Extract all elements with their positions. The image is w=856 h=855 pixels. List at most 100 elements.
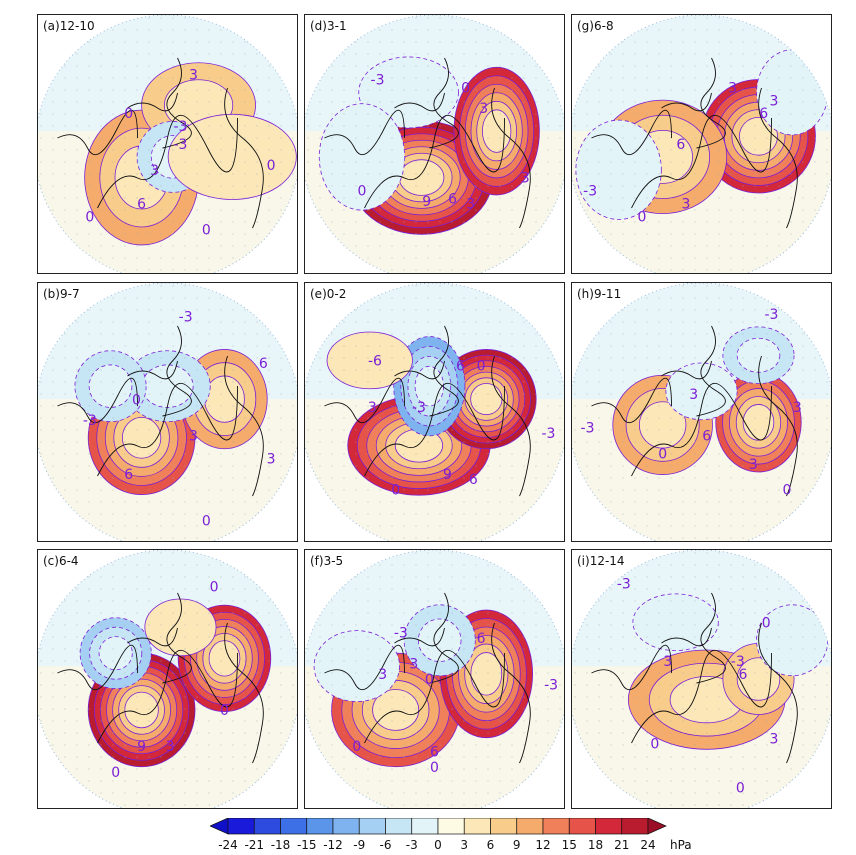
coastline (661, 360, 712, 380)
contour-label: 0 (477, 359, 486, 375)
contour-label: -3 (179, 310, 193, 326)
colorbar-over-arrow (647, 818, 667, 835)
map-panel-c: (c)6-4 0 0 9 3 0 (37, 549, 298, 809)
contour-label: 3 (189, 68, 198, 84)
coastline (696, 57, 726, 149)
coastline (394, 360, 445, 380)
contour-label: -3 (173, 119, 187, 135)
contour-label: 0 (111, 765, 120, 781)
contour-label: 0 (650, 737, 659, 753)
colorbar-tick-label: -18 (270, 838, 291, 852)
colorbar-tick-label: 24 (640, 838, 656, 852)
contour-label: 3 (150, 163, 159, 179)
coastline (591, 109, 672, 156)
contour-label: 3 (368, 400, 377, 416)
coastline (631, 383, 772, 477)
contour-label: -3 (583, 184, 597, 200)
colorbar-tick-label: -3 (405, 838, 418, 852)
contour-label: 0 (124, 106, 133, 122)
colorbar-tick-label: 9 (512, 838, 521, 852)
panel-label: (b)9-7 (43, 287, 80, 301)
coastline (661, 627, 712, 647)
coastline (394, 92, 445, 112)
coastline (57, 644, 138, 691)
coastline (758, 355, 798, 497)
colorbar-bin (253, 818, 281, 835)
contour-label: 3 (770, 93, 779, 109)
contour-label: 3 (267, 452, 276, 468)
contour-label: -3 (581, 421, 595, 437)
colorbar-tick-label: 0 (434, 838, 442, 852)
contour-label: 6 (448, 191, 457, 207)
colorbar-tick-label: -15 (296, 838, 317, 852)
contour-label: 0 (202, 514, 211, 530)
colorbar-bin (490, 818, 518, 835)
coastline (758, 622, 798, 764)
coastline (758, 87, 798, 229)
coastline (127, 627, 178, 647)
coastline (491, 87, 531, 229)
contour-label: 0 (358, 184, 367, 200)
coastline (631, 115, 772, 209)
coastline (97, 383, 238, 477)
colorbar-bin (280, 818, 308, 835)
contour-label: 0 (85, 209, 94, 225)
contour-label: 0 (783, 483, 792, 499)
coastline (696, 325, 726, 417)
panel-label: (c)6-4 (43, 554, 79, 568)
contour-label: 3 (189, 428, 198, 444)
map-panel-h: (h)9-11 -3 3 6 -3 0 3 0 3 (571, 282, 832, 542)
map-panel-e: (e)0-2 -6 6 0 3 -3 9 6 0 -3 (304, 282, 565, 542)
polar-stereographic-map: -3 6 0 -3 3 6 3 0 (38, 283, 297, 541)
panel-label: (h)9-11 (577, 287, 622, 301)
colorbar-tick-label: 18 (587, 838, 604, 852)
colorbar-bin (463, 818, 491, 835)
contour-label: 6 (430, 744, 439, 760)
coastline (364, 383, 505, 477)
contour-label: 0 (425, 672, 434, 688)
coastline (491, 355, 531, 497)
colorbar-bin (516, 818, 544, 835)
contour-label: 3 (378, 667, 387, 683)
coastline (127, 92, 178, 112)
colorbar-bin (411, 818, 439, 835)
coastline (394, 627, 445, 647)
contour-label: -3 (617, 577, 631, 593)
polar-stereographic-map: 0 -3 3 -3 0 3 0 6 0 (38, 15, 297, 273)
contour-label: 3 (749, 457, 758, 473)
contour-label: -3 (412, 400, 426, 416)
contour-label: 0 (132, 392, 141, 408)
coastline (429, 592, 459, 684)
colorbar-tick-label: 12 (535, 838, 551, 852)
colorbar-under-arrow (210, 818, 229, 835)
polar-stereographic-map: 0 0 9 3 0 (38, 550, 297, 808)
colorbar-tick-label: -24 (218, 838, 238, 852)
contour-label: 3 (770, 732, 779, 748)
coastline (364, 115, 505, 209)
coastline (429, 325, 459, 417)
panel-label: (f)3-5 (310, 554, 344, 568)
coastline (631, 650, 772, 744)
contour-label: 0 (736, 781, 745, 797)
colorbar-tick-label: 3 (460, 838, 469, 852)
map-panel-f: (f)3-5 -3 3 6 3 0 0 6 -3 0 (304, 549, 565, 809)
colorbar-tick-label: 21 (614, 838, 630, 852)
coastline (696, 592, 726, 684)
colorbar-bin (332, 818, 360, 835)
contour-label: -6 (368, 354, 382, 370)
contour-label: -3 (764, 307, 778, 323)
coastline (162, 325, 192, 417)
colorbar-bin (437, 818, 465, 835)
panel-label: (a)12-10 (43, 19, 95, 33)
contour-label: 6 (676, 137, 685, 153)
contour-label: 6 (759, 106, 768, 122)
contour-label: 6 (469, 472, 478, 488)
contour-label: 3 (409, 657, 418, 673)
colorbar-bin (568, 818, 596, 835)
contour-label: 0 (202, 222, 211, 238)
colorbar-tick-label: 6 (486, 838, 495, 852)
coastline (57, 109, 138, 156)
coastline (324, 109, 405, 156)
colorbar-unit: hPa (670, 838, 692, 852)
